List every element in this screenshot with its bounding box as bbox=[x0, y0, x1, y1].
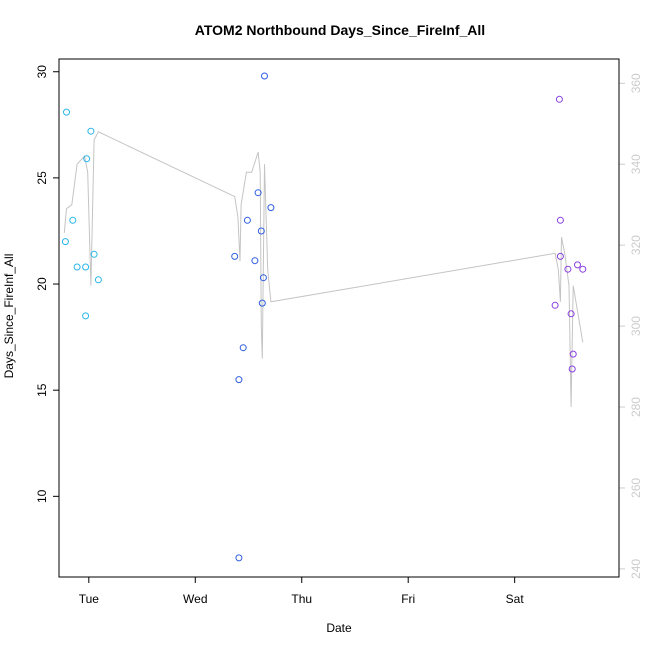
x-tick-label-sat: Sat bbox=[506, 592, 525, 606]
series-3-point-10 bbox=[579, 265, 587, 273]
series-1-point-4 bbox=[73, 263, 81, 271]
plot-frame bbox=[58, 58, 620, 578]
series-line bbox=[63, 131, 584, 408]
x-tick-label-thu: Thu bbox=[291, 592, 312, 606]
y2-tick-label-340: 340 bbox=[629, 154, 643, 174]
series-2-point-1 bbox=[231, 252, 239, 260]
y2-tick-label-280: 280 bbox=[629, 397, 643, 417]
series-3-point-7 bbox=[568, 365, 576, 373]
series-1-point-9 bbox=[90, 250, 98, 258]
series-1-point-5 bbox=[82, 263, 90, 271]
series-2-point-12 bbox=[267, 204, 275, 212]
series-2-point-2 bbox=[235, 376, 243, 384]
series-3-point-3 bbox=[556, 216, 564, 224]
plot-layer: Tue Wed Thu Fri Sat 10 15 20 25 30 240 260 280 300 320… bbox=[35, 65, 643, 606]
y-axis-label: Days_Since_FireInf_All bbox=[2, 254, 16, 379]
series-1-point-1 bbox=[61, 238, 69, 246]
series-3-point-5 bbox=[564, 265, 572, 273]
series-2-point-9 bbox=[258, 299, 266, 307]
series-3-point-8 bbox=[569, 350, 577, 358]
series-2-point-10 bbox=[259, 274, 267, 282]
y2-tick-label-260: 260 bbox=[629, 478, 643, 498]
y2-tick-label-320: 320 bbox=[629, 235, 643, 255]
series-1-point-6 bbox=[82, 312, 90, 320]
x-tick-label-fri: Fri bbox=[401, 592, 415, 606]
series-2-point-6 bbox=[251, 257, 259, 265]
y-tick-label-25: 25 bbox=[35, 171, 49, 185]
series-2-point-3 bbox=[235, 554, 243, 562]
series-3-point-1 bbox=[551, 301, 559, 309]
x-axis-label: Date bbox=[326, 621, 352, 635]
y2-tick-label-360: 360 bbox=[629, 73, 643, 93]
y-tick-label-15: 15 bbox=[35, 383, 49, 397]
series-3-point-2 bbox=[555, 95, 563, 103]
chart-title: ATOM2 Northbound Days_Since_FireInf_All bbox=[195, 22, 485, 38]
x-tick-label-wed: Wed bbox=[183, 592, 207, 606]
y-tick-label-10: 10 bbox=[35, 489, 49, 503]
series-1-point-2 bbox=[63, 108, 70, 116]
y-tick-label-30: 30 bbox=[35, 65, 49, 79]
series-1-point-8 bbox=[87, 127, 95, 135]
series-1-point-7 bbox=[83, 155, 91, 163]
y-tick-label-20: 20 bbox=[35, 277, 49, 291]
series-3-point-6 bbox=[567, 310, 575, 318]
series-2-point-5 bbox=[243, 216, 251, 224]
y2-tick-label-300: 300 bbox=[629, 316, 643, 336]
series-1-point-10 bbox=[94, 276, 102, 284]
series-3-point-4 bbox=[556, 252, 564, 260]
series-1-point-3 bbox=[69, 216, 77, 224]
x-tick-label-tue: Tue bbox=[79, 592, 100, 606]
series-3-point-9 bbox=[574, 261, 581, 269]
series-2-point-7 bbox=[254, 189, 262, 197]
series-2-point-8 bbox=[257, 227, 265, 235]
y2-tick-label-240: 240 bbox=[629, 559, 643, 579]
series-2-point-11 bbox=[261, 72, 268, 80]
series-2-point-4 bbox=[239, 344, 247, 352]
